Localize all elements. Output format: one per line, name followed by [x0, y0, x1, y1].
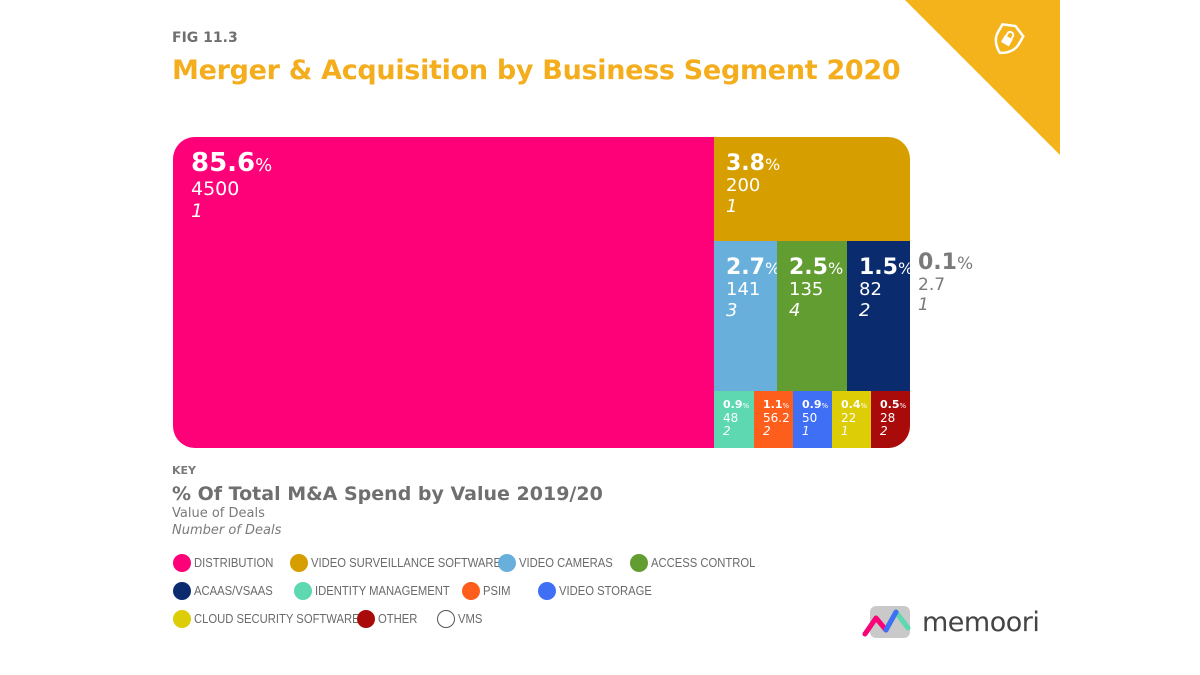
legend-item-video-cameras: VIDEO CAMERAS [498, 554, 623, 572]
segment-percent: 2.7% [726, 255, 777, 280]
segment-percent: 3.8% [726, 151, 781, 176]
legend-swatch [357, 610, 375, 628]
legend-swatch [173, 610, 191, 628]
treemap-cell-acaas-vsaas: 1.5%822 [847, 241, 910, 391]
segment-percent: 0.9% [723, 398, 750, 411]
legend-label: ACAAS/VSAAS [194, 584, 273, 598]
legend-swatch [538, 582, 556, 600]
treemap-cell-psim: 1.1% 56.2 2 [754, 391, 793, 448]
legend-label: VIDEO SURVEILLANCE SOFTWARE [311, 556, 502, 570]
segment-deals: 2 [859, 299, 871, 321]
legend-label: VMS [458, 612, 483, 626]
legend-label: IDENTITY MANAGEMENT [315, 584, 450, 598]
segment-percent: 0.4% [841, 398, 868, 411]
segment-deals: 2 [723, 424, 731, 439]
treemap-cell-video-storage: 0.9% 50 1 [793, 391, 832, 448]
segment-value: 82 [859, 279, 882, 301]
treemap-cell-cloud-security-software: 0.4% 22 1 [832, 391, 871, 448]
key-heading: % Of Total M&A Spend by Value 2019/20 [172, 483, 603, 505]
legend-swatch [462, 582, 480, 600]
legend-item-video-storage: VIDEO STORAGE [538, 582, 662, 600]
treemap-cell-identity-management: 0.9% 48 2 [714, 391, 754, 448]
segment-deals: 3 [726, 299, 738, 321]
segment-deals: 1 [726, 195, 738, 217]
legend-label: ACCESS CONTROL [651, 556, 756, 570]
segment-value: 56.2 [763, 410, 790, 425]
legend-swatch [173, 582, 191, 600]
legend-swatch [630, 554, 648, 572]
segment-value: 28 [880, 410, 896, 425]
segment-value: 50 [802, 410, 818, 425]
legend-swatch [173, 554, 191, 572]
segment-percent: 85.6% [191, 148, 273, 178]
legend-item-acaas-vsaas: ACAAS/VSAAS [173, 582, 282, 600]
chart-title: Merger & Acquisition by Business Segment… [172, 55, 901, 86]
segment-percent: 0.1% [918, 250, 974, 275]
legend-swatch [294, 582, 312, 600]
memoori-logo: memoori [862, 604, 1040, 640]
shield-lock-icon [994, 22, 1025, 55]
segment-percent: 1.5% [859, 255, 910, 280]
memoori-logo-icon [862, 606, 911, 638]
segment-deals: 2 [763, 424, 771, 439]
legend-item-video-surveillance-software: VIDEO SURVEILLANCE SOFTWARE [290, 554, 522, 572]
key-count-line: Number of Deals [172, 523, 282, 538]
figure-label: FIG 11.3 [172, 30, 238, 46]
legend-label: VIDEO STORAGE [559, 584, 652, 598]
legend-item-cloud-security-software: CLOUD SECURITY SOFTWARE [173, 610, 378, 628]
legend-item-access-control: ACCESS CONTROL [630, 554, 767, 572]
security-corner-badge: SECURITY [905, 0, 1060, 155]
segment-deals: 1 [802, 424, 810, 439]
key-label: KEY [172, 464, 197, 477]
treemap-cell-access-control: 2.5% 135 4 [777, 241, 847, 391]
legend-swatch [498, 554, 516, 572]
treemap-cell-video-surveillance-software: 3.8% 200 1 [714, 137, 910, 241]
segment-value: 48 [723, 410, 739, 425]
legend-label: VIDEO CAMERAS [519, 556, 613, 570]
segment-deals: 1 [841, 424, 849, 439]
legend-label: DISTRIBUTION [194, 556, 274, 570]
key-value-line: Value of Deals [172, 506, 265, 521]
legend-item-other: OTHER [357, 610, 422, 628]
segment-value: 4500 [191, 177, 240, 200]
segment-value: 200 [726, 175, 761, 197]
corner-triangle [905, 0, 1060, 155]
legend-label: PSIM [483, 584, 511, 598]
segment-value: 135 [789, 279, 824, 301]
treemap-chart: 85.6%450013.8%20012.7%14132.5%13541.5%82… [173, 137, 910, 448]
segment-percent: 0.5% [880, 398, 907, 411]
segment-percent: 1.1% [763, 398, 790, 411]
segment-value: 141 [726, 279, 761, 301]
segment-value: 22 [841, 410, 857, 425]
segment-deals: 2 [880, 424, 888, 439]
legend-item-distribution: DISTRIBUTION [173, 554, 282, 572]
segment-percent: 0.9% [802, 398, 829, 411]
legend-swatch [437, 610, 455, 628]
treemap-cell-other: 0.5% 28 2 [871, 391, 910, 448]
segment-deals: 1 [191, 199, 204, 222]
legend-swatch [290, 554, 308, 572]
segment-value: 2.7 [918, 275, 946, 295]
legend-item-vms: VMS [437, 610, 485, 628]
segment-deals: 1 [918, 295, 929, 315]
treemap-cell-distribution: 85.6% 4500 1 [173, 137, 714, 448]
legend-item-identity-management: IDENTITY MANAGEMENT [294, 582, 465, 600]
legend-label: CLOUD SECURITY SOFTWARE [194, 612, 360, 626]
segment-percent: 2.5% [789, 255, 844, 280]
segment-label-vms: 0.1% 2.7 1 [918, 250, 973, 315]
segment-deals: 4 [789, 299, 801, 321]
brand-name: memoori [922, 606, 1040, 638]
legend-label: OTHER [378, 612, 418, 626]
legend-item-psim: PSIM [462, 582, 514, 600]
